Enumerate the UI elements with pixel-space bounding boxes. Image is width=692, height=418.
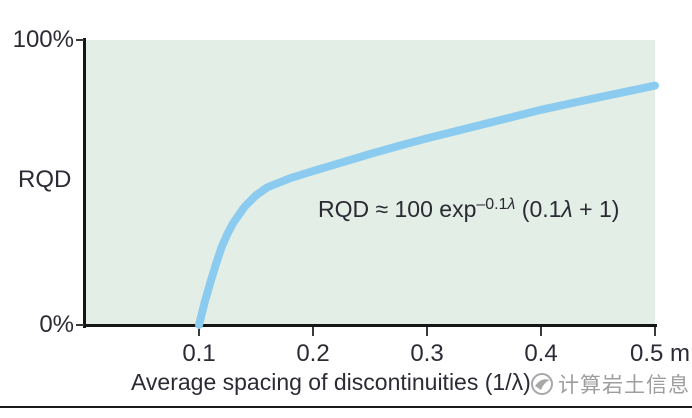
y-tick-0 [76, 324, 84, 326]
equation-mid: (0.1 [515, 196, 562, 222]
bottom-divider-line [0, 406, 692, 408]
lambda-symbol: λ [507, 196, 516, 213]
rqd-equation: RQD ≈ 100 exp–0.1λ (0.1λ + 1) [318, 196, 619, 223]
y-axis-label-100: 100% [12, 26, 74, 53]
x-tick-0-5 [654, 327, 656, 336]
watermark-logo-icon [531, 373, 553, 395]
y-axis-label-0: 0% [39, 311, 74, 338]
watermark-text: 计算岩土信息 [558, 374, 690, 397]
x-tick-0-4 [540, 327, 542, 336]
x-axis-caption: Average spacing of discontinuities (1/λ) [131, 369, 531, 395]
x-tick-0-1 [198, 327, 200, 336]
equation-prefix: RQD ≈ 100 exp [318, 196, 477, 222]
y-axis-title: RQD [18, 166, 72, 193]
x-tick-0-2 [312, 327, 314, 336]
x-tick-label-0-5m: 0.5 m [629, 340, 691, 367]
watermark: 计算岩土信息 [529, 369, 690, 399]
y-tick-100 [76, 39, 84, 41]
lambda-symbol: λ [561, 196, 573, 222]
equation-exponent: –0.1λ [476, 196, 516, 213]
x-axis-line [83, 324, 657, 327]
plot-area [85, 40, 655, 325]
equation-end: + 1) [572, 196, 620, 222]
x-tick-label-0-2: 0.2 [296, 340, 330, 367]
x-tick-label-0-4: 0.4 [524, 340, 558, 367]
x-tick-label-0-1: 0.1 [182, 340, 216, 367]
x-tick-label-0-3: 0.3 [410, 340, 444, 367]
y-axis-line [83, 38, 86, 328]
x-tick-0-3 [426, 327, 428, 336]
